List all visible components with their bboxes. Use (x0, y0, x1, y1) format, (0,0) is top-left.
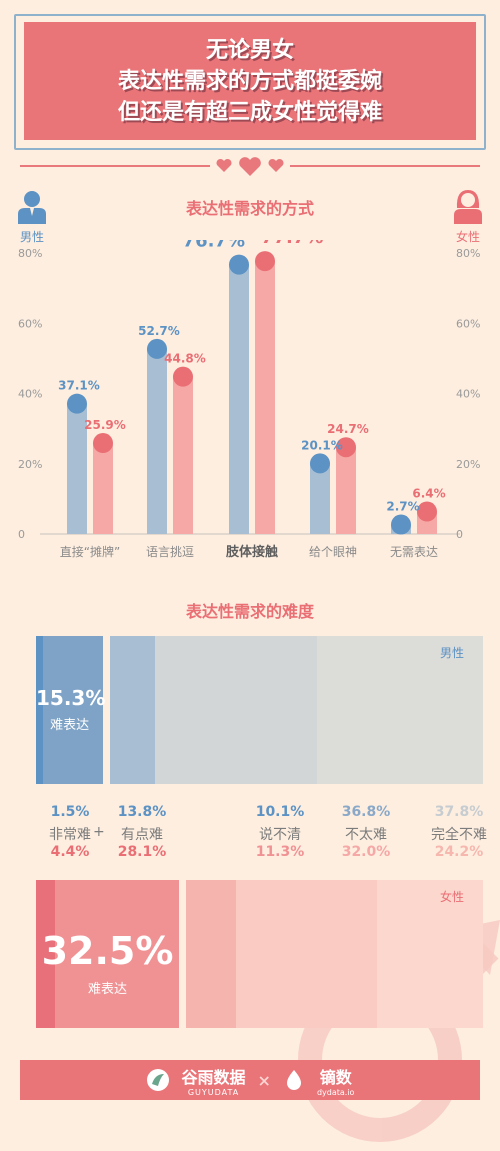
y-tick-right: 40% (456, 388, 480, 401)
y-tick-left: 80% (18, 247, 42, 260)
y-tick-left: 40% (18, 388, 42, 401)
y-tick-left: 0 (18, 528, 25, 541)
male-difficulty-value: 36.8% (341, 804, 391, 820)
bar-male-cap (67, 393, 87, 414)
footer-banner: 谷雨数据 GUYUDATA × 镝数 dydata.io (20, 1060, 480, 1100)
female-difficulty-value: 24.2% (434, 844, 484, 860)
difficulty-gender-label: 女性 (440, 890, 465, 904)
difficulty-segment (42, 636, 104, 784)
bar-female (336, 447, 356, 534)
bar-male-cap (229, 254, 249, 275)
category-label: 肢体接触 (226, 544, 278, 560)
times-sign: × (257, 1070, 271, 1090)
y-tick-left: 20% (18, 458, 42, 471)
category-label: 直接“摊牌” (60, 544, 120, 559)
bar-male-label: 37.1% (58, 379, 100, 393)
female-difficulty-value: 32.0% (341, 844, 391, 860)
category-label: 给个眼神 (309, 545, 357, 559)
difficulty-segment (235, 880, 377, 1028)
title-frame (14, 14, 486, 150)
bar-female (173, 376, 193, 534)
difficulty-category: 有点难 (121, 827, 163, 843)
dydata-logo-icon (286, 1070, 301, 1090)
section-title-difficulty: 表达性需求的难度 (185, 602, 314, 621)
male-difficulty-value: 10.1% (255, 804, 305, 820)
bar-male-label: 20.1% (301, 438, 343, 452)
bar-male (229, 264, 249, 534)
male-difficulty-value: 13.8% (117, 804, 167, 820)
bar-male-cap (391, 514, 411, 535)
plus-sign: + (93, 824, 105, 840)
y-tick-right: 80% (456, 247, 480, 260)
bar-male-cap (310, 453, 330, 474)
male-label: 男性 (20, 230, 45, 244)
title-line-2: 表达性需求的方式都挺委婉 (117, 68, 382, 94)
brand-guyu: 谷雨数据 (181, 1067, 246, 1087)
male-person-icon (18, 191, 46, 224)
bar-female (255, 261, 275, 534)
bar-male-label: 52.7% (138, 324, 180, 338)
bar-male (67, 403, 87, 534)
female-difficulty-value: 11.3% (255, 844, 305, 860)
section-title-methods: 表达性需求的方式 (185, 199, 314, 218)
male-difficulty-value: 1.5% (50, 804, 90, 820)
difficulty-category: 不太难 (345, 827, 387, 843)
hearts-divider-icon (216, 157, 284, 176)
difficulty-segment (110, 636, 155, 784)
divider-left (20, 165, 210, 167)
bar-female-cap (336, 437, 356, 458)
brand-dydata-sub: dydata.io (316, 1087, 355, 1097)
female-label: 女性 (456, 230, 481, 244)
difficulty-segment (376, 880, 483, 1028)
bar-female-cap (255, 251, 275, 272)
female-difficulty-value: 28.1% (117, 844, 167, 860)
bar-female (93, 443, 113, 534)
brand-guyu-sub: GUYUDATA (187, 1087, 240, 1097)
difficulty-gender-label: 男性 (440, 646, 465, 660)
category-label: 无需表达 (390, 545, 438, 559)
difficulty-segment (154, 636, 317, 784)
bar-female-cap (417, 501, 437, 522)
bar-female-label: 24.7% (327, 422, 369, 436)
difficulty-category: 非常难 (49, 827, 91, 843)
difficulty-segment (36, 880, 56, 1028)
bar-female-cap (173, 366, 193, 387)
female-difficulty-value: 4.4% (50, 844, 90, 860)
y-tick-right: 20% (456, 458, 480, 471)
bar-male-label: 76.7% (183, 240, 245, 252)
bar-male-cap (147, 338, 167, 359)
title-banner: 无论男女 表达性需求的方式都挺委婉 但还是有超三成女性觉得难 (24, 22, 476, 140)
guyu-logo-icon (146, 1069, 169, 1091)
divider-right (290, 165, 480, 167)
y-tick-right: 60% (456, 317, 480, 330)
bar-female-cap (93, 433, 113, 454)
y-tick-right: 0 (456, 528, 463, 541)
brand-dydata: 镝数 (319, 1067, 352, 1087)
bar-male (310, 463, 330, 534)
difficulty-category: 完全不难 (431, 827, 487, 843)
difficulty-summary-label: 难表达 (87, 982, 127, 997)
bar-male-label: 2.7% (386, 500, 419, 514)
male-difficulty-value: 37.8% (434, 804, 484, 820)
bar-male (147, 348, 167, 534)
bar-female-label: 77.7% (261, 240, 323, 248)
difficulty-summary-value: 15.3% (36, 686, 106, 710)
title-line-1: 无论男女 (205, 37, 294, 63)
methods-bar-chart: 0 0 20% 20% 40% 40% 60% 60% 80% 80% 37.1% 25.9% 直接“摊… (18, 240, 480, 560)
difficulty-category: 说不清 (259, 827, 301, 843)
category-label: 语言挑逗 (146, 545, 194, 559)
bar-female-label: 25.9% (84, 418, 126, 432)
female-person-icon (454, 190, 482, 224)
difficulty-summary-value: 32.5% (41, 929, 174, 973)
difficulty-segment (55, 880, 179, 1028)
difficulty-segment (186, 880, 236, 1028)
bar-female-label: 44.8% (164, 352, 206, 366)
difficulty-summary-label: 难表达 (50, 718, 90, 733)
difficulty-segment (36, 636, 43, 784)
difficulty-segment (316, 636, 483, 784)
title-line-3: 但还是有超三成女性觉得难 (117, 99, 382, 125)
y-tick-left: 60% (18, 317, 42, 330)
bar-female-label: 6.4% (412, 487, 445, 501)
